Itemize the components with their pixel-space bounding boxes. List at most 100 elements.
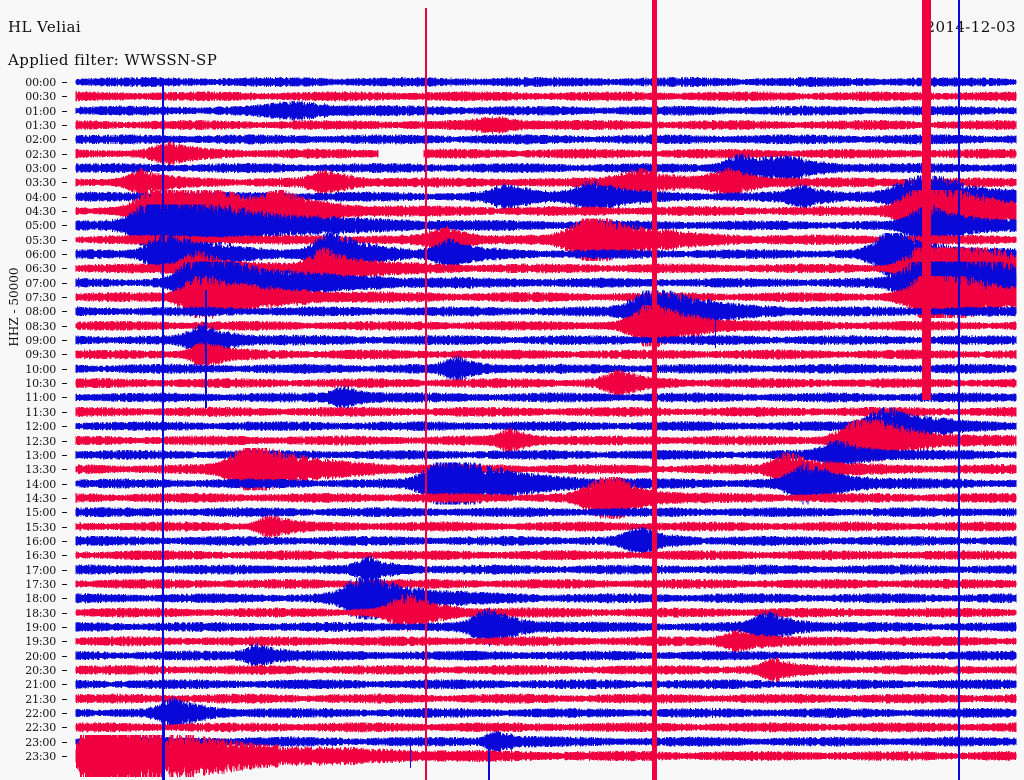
trace-row bbox=[75, 642, 1017, 669]
clipped-event-marker bbox=[958, 0, 960, 780]
trace-row bbox=[75, 115, 1017, 135]
clipped-event-marker bbox=[652, 0, 657, 780]
time-label: 01:30 bbox=[25, 119, 56, 133]
axis-tick bbox=[62, 684, 67, 685]
axis-tick bbox=[62, 268, 67, 269]
axis-tick bbox=[62, 182, 67, 183]
time-label: 04:00 bbox=[25, 190, 56, 204]
trace-row bbox=[75, 734, 1017, 778]
trace-row bbox=[75, 166, 1017, 199]
trace-row bbox=[75, 405, 1017, 418]
axis-tick bbox=[62, 512, 67, 513]
trace-row bbox=[75, 657, 1017, 683]
time-label: 08:00 bbox=[25, 305, 56, 319]
trace-row bbox=[75, 696, 1017, 730]
axis-tick bbox=[62, 125, 67, 126]
trace-row bbox=[75, 628, 1017, 654]
trace-row bbox=[75, 289, 1017, 334]
axis-tick bbox=[62, 311, 67, 312]
trace-row bbox=[75, 692, 1017, 705]
axis-tick bbox=[62, 397, 67, 398]
trace-row bbox=[75, 406, 1017, 446]
time-label: 05:30 bbox=[25, 233, 56, 247]
time-label: 15:30 bbox=[25, 520, 56, 534]
trace-row bbox=[75, 76, 1017, 88]
axis-tick bbox=[62, 96, 67, 97]
time-label: 00:00 bbox=[25, 76, 56, 89]
time-label: 00:30 bbox=[25, 90, 56, 104]
axis-tick bbox=[62, 756, 67, 757]
trace-row bbox=[75, 141, 379, 167]
time-label: 17:00 bbox=[25, 563, 56, 577]
axis-tick bbox=[62, 570, 67, 571]
time-label: 21:30 bbox=[25, 692, 56, 706]
trace-row bbox=[75, 593, 1017, 632]
trace-row bbox=[75, 439, 1017, 470]
trace-row bbox=[75, 678, 1017, 691]
time-label: 06:30 bbox=[25, 262, 56, 276]
time-label: 10:00 bbox=[25, 362, 56, 376]
axis-tick bbox=[62, 326, 67, 327]
axis-tick bbox=[62, 225, 67, 226]
time-label: 07:30 bbox=[25, 291, 56, 305]
axis-tick bbox=[62, 369, 67, 370]
time-axis: 00:00 00:30 01:00 01:30 02:00 02:30 03:00 03:30… bbox=[0, 0, 76, 780]
time-label: 17:30 bbox=[25, 577, 56, 591]
time-label: 15:00 bbox=[25, 506, 56, 520]
time-label: 12:30 bbox=[25, 434, 56, 448]
clipped-event-marker bbox=[410, 742, 411, 768]
time-label: 05:00 bbox=[25, 219, 56, 233]
trace-row bbox=[75, 461, 1017, 506]
trace-row bbox=[75, 275, 1017, 319]
time-label: 14:00 bbox=[25, 477, 56, 491]
axis-tick bbox=[62, 484, 67, 485]
time-label: 03:00 bbox=[25, 162, 56, 176]
axis-tick bbox=[62, 197, 67, 198]
time-label: 22:00 bbox=[25, 706, 56, 720]
axis-tick bbox=[62, 584, 67, 585]
trace-row bbox=[75, 217, 1017, 262]
axis-tick bbox=[62, 555, 67, 556]
axis-tick bbox=[62, 211, 67, 212]
clipped-event-marker bbox=[488, 740, 490, 780]
time-label: 20:30 bbox=[25, 663, 56, 677]
trace-row bbox=[75, 203, 1017, 248]
page-title: HL Veliai bbox=[8, 18, 82, 36]
trace-row bbox=[75, 721, 1017, 734]
time-label: 08:30 bbox=[25, 319, 56, 333]
axis-tick bbox=[62, 455, 67, 456]
time-label: 19:00 bbox=[25, 620, 56, 634]
trace-row bbox=[75, 514, 1017, 539]
time-label: 09:30 bbox=[25, 348, 56, 362]
time-label: 07:00 bbox=[25, 276, 56, 290]
axis-tick bbox=[62, 699, 67, 700]
time-label: 02:00 bbox=[25, 133, 56, 147]
trace-row bbox=[75, 549, 1017, 562]
time-label: 01:00 bbox=[25, 104, 56, 118]
axis-tick bbox=[62, 283, 67, 284]
axis-tick bbox=[62, 111, 67, 112]
axis-tick bbox=[62, 498, 67, 499]
trace-row bbox=[75, 341, 1017, 368]
trace-row bbox=[75, 99, 1017, 122]
trace-row bbox=[75, 174, 1017, 219]
trace-row bbox=[75, 153, 1017, 183]
axis-tick bbox=[62, 598, 67, 599]
axis-tick bbox=[62, 168, 67, 169]
axis-tick bbox=[62, 656, 67, 657]
axis-tick bbox=[62, 383, 67, 384]
trace-row bbox=[75, 189, 1017, 234]
trace-row bbox=[75, 90, 1017, 103]
applied-filter-label: Applied filter: WWSSN-SP bbox=[8, 51, 218, 69]
axis-tick bbox=[62, 441, 67, 442]
time-label: 14:30 bbox=[25, 491, 56, 505]
time-label: 04:30 bbox=[25, 205, 56, 219]
time-label: 10:30 bbox=[25, 377, 56, 391]
trace-row bbox=[75, 607, 1017, 647]
clipped-event-marker bbox=[205, 290, 207, 408]
time-label: 18:30 bbox=[25, 606, 56, 620]
axis-tick bbox=[62, 240, 67, 241]
trace-row bbox=[75, 133, 1017, 146]
time-label: 02:30 bbox=[25, 147, 56, 161]
trace-row bbox=[75, 476, 1017, 520]
